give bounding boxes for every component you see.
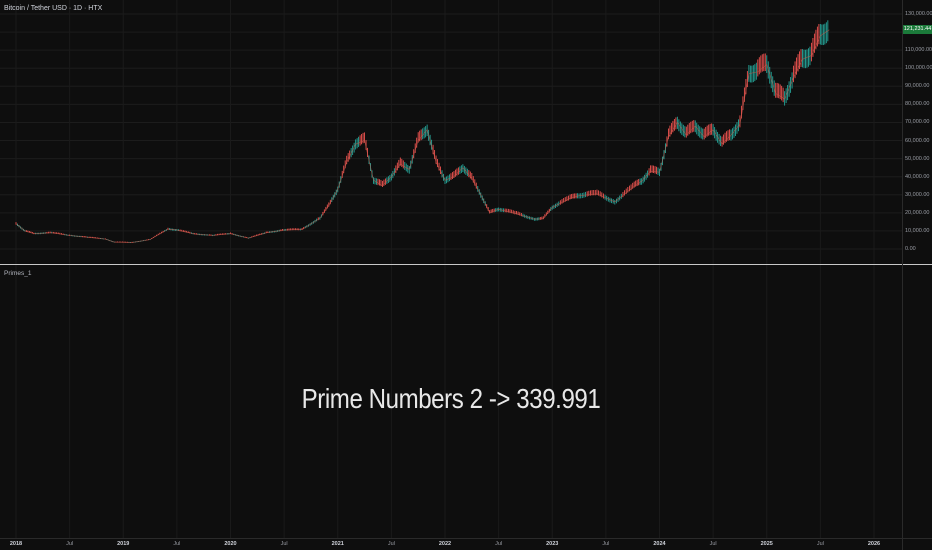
price-tick-label: 100,000.00 bbox=[905, 65, 932, 72]
time-tick-label: 2021 bbox=[331, 541, 344, 547]
time-axis-border bbox=[0, 538, 932, 539]
price-tick-label: 130,000.00 bbox=[905, 11, 932, 17]
price-tick-label: 20,000.00 bbox=[905, 209, 930, 216]
time-tick-label: 2020 bbox=[224, 541, 237, 547]
indicator-name[interactable]: Primes_1 bbox=[4, 270, 32, 277]
price-tick-label: 0.00 bbox=[905, 246, 916, 252]
time-tick-label: Jul bbox=[280, 541, 288, 547]
time-tick-label: 2026 bbox=[867, 541, 881, 547]
time-tick-label: Jul bbox=[816, 541, 824, 547]
time-tick-label: Jul bbox=[66, 541, 74, 547]
price-tick-label: 80,000.00 bbox=[905, 101, 930, 108]
time-tick-label: Jul bbox=[173, 541, 181, 547]
price-tick-label: 110,000.00 bbox=[905, 47, 932, 54]
time-tick-label: 2023 bbox=[546, 541, 559, 547]
indicator-text: Prime Numbers 2 -> 339.991 bbox=[301, 383, 601, 414]
time-tick-label: Jul bbox=[495, 541, 503, 547]
price-tick-label: 10,000.00 bbox=[905, 227, 930, 234]
last-price-tag: 121,231.44 bbox=[903, 25, 932, 35]
price-tick-label: 90,000.00 bbox=[905, 83, 930, 90]
price-series-line bbox=[15, 29, 830, 243]
symbol-title: Bitcoin / Tether USD · 1D · HTX bbox=[4, 5, 103, 12]
time-tick-label: 2025 bbox=[760, 541, 773, 547]
price-tick-label: 60,000.00 bbox=[905, 137, 930, 144]
time-tick-label: Jul bbox=[602, 541, 610, 547]
price-tick-label: 50,000.00 bbox=[905, 155, 930, 162]
pane-divider[interactable] bbox=[0, 264, 932, 265]
time-tick-label: 2018 bbox=[9, 541, 23, 547]
price-tick-label: 70,000.00 bbox=[905, 119, 930, 126]
time-tick-label: 2019 bbox=[117, 541, 130, 547]
time-tick-label: 2022 bbox=[438, 541, 452, 547]
time-tick-label: Jul bbox=[709, 541, 717, 547]
price-scale-border bbox=[902, 0, 903, 550]
price-tick-label: 40,000.00 bbox=[905, 173, 930, 180]
time-tick-label: 2024 bbox=[653, 541, 666, 547]
price-tick-label: 30,000.00 bbox=[905, 191, 930, 198]
time-tick-label: Jul bbox=[387, 541, 395, 547]
